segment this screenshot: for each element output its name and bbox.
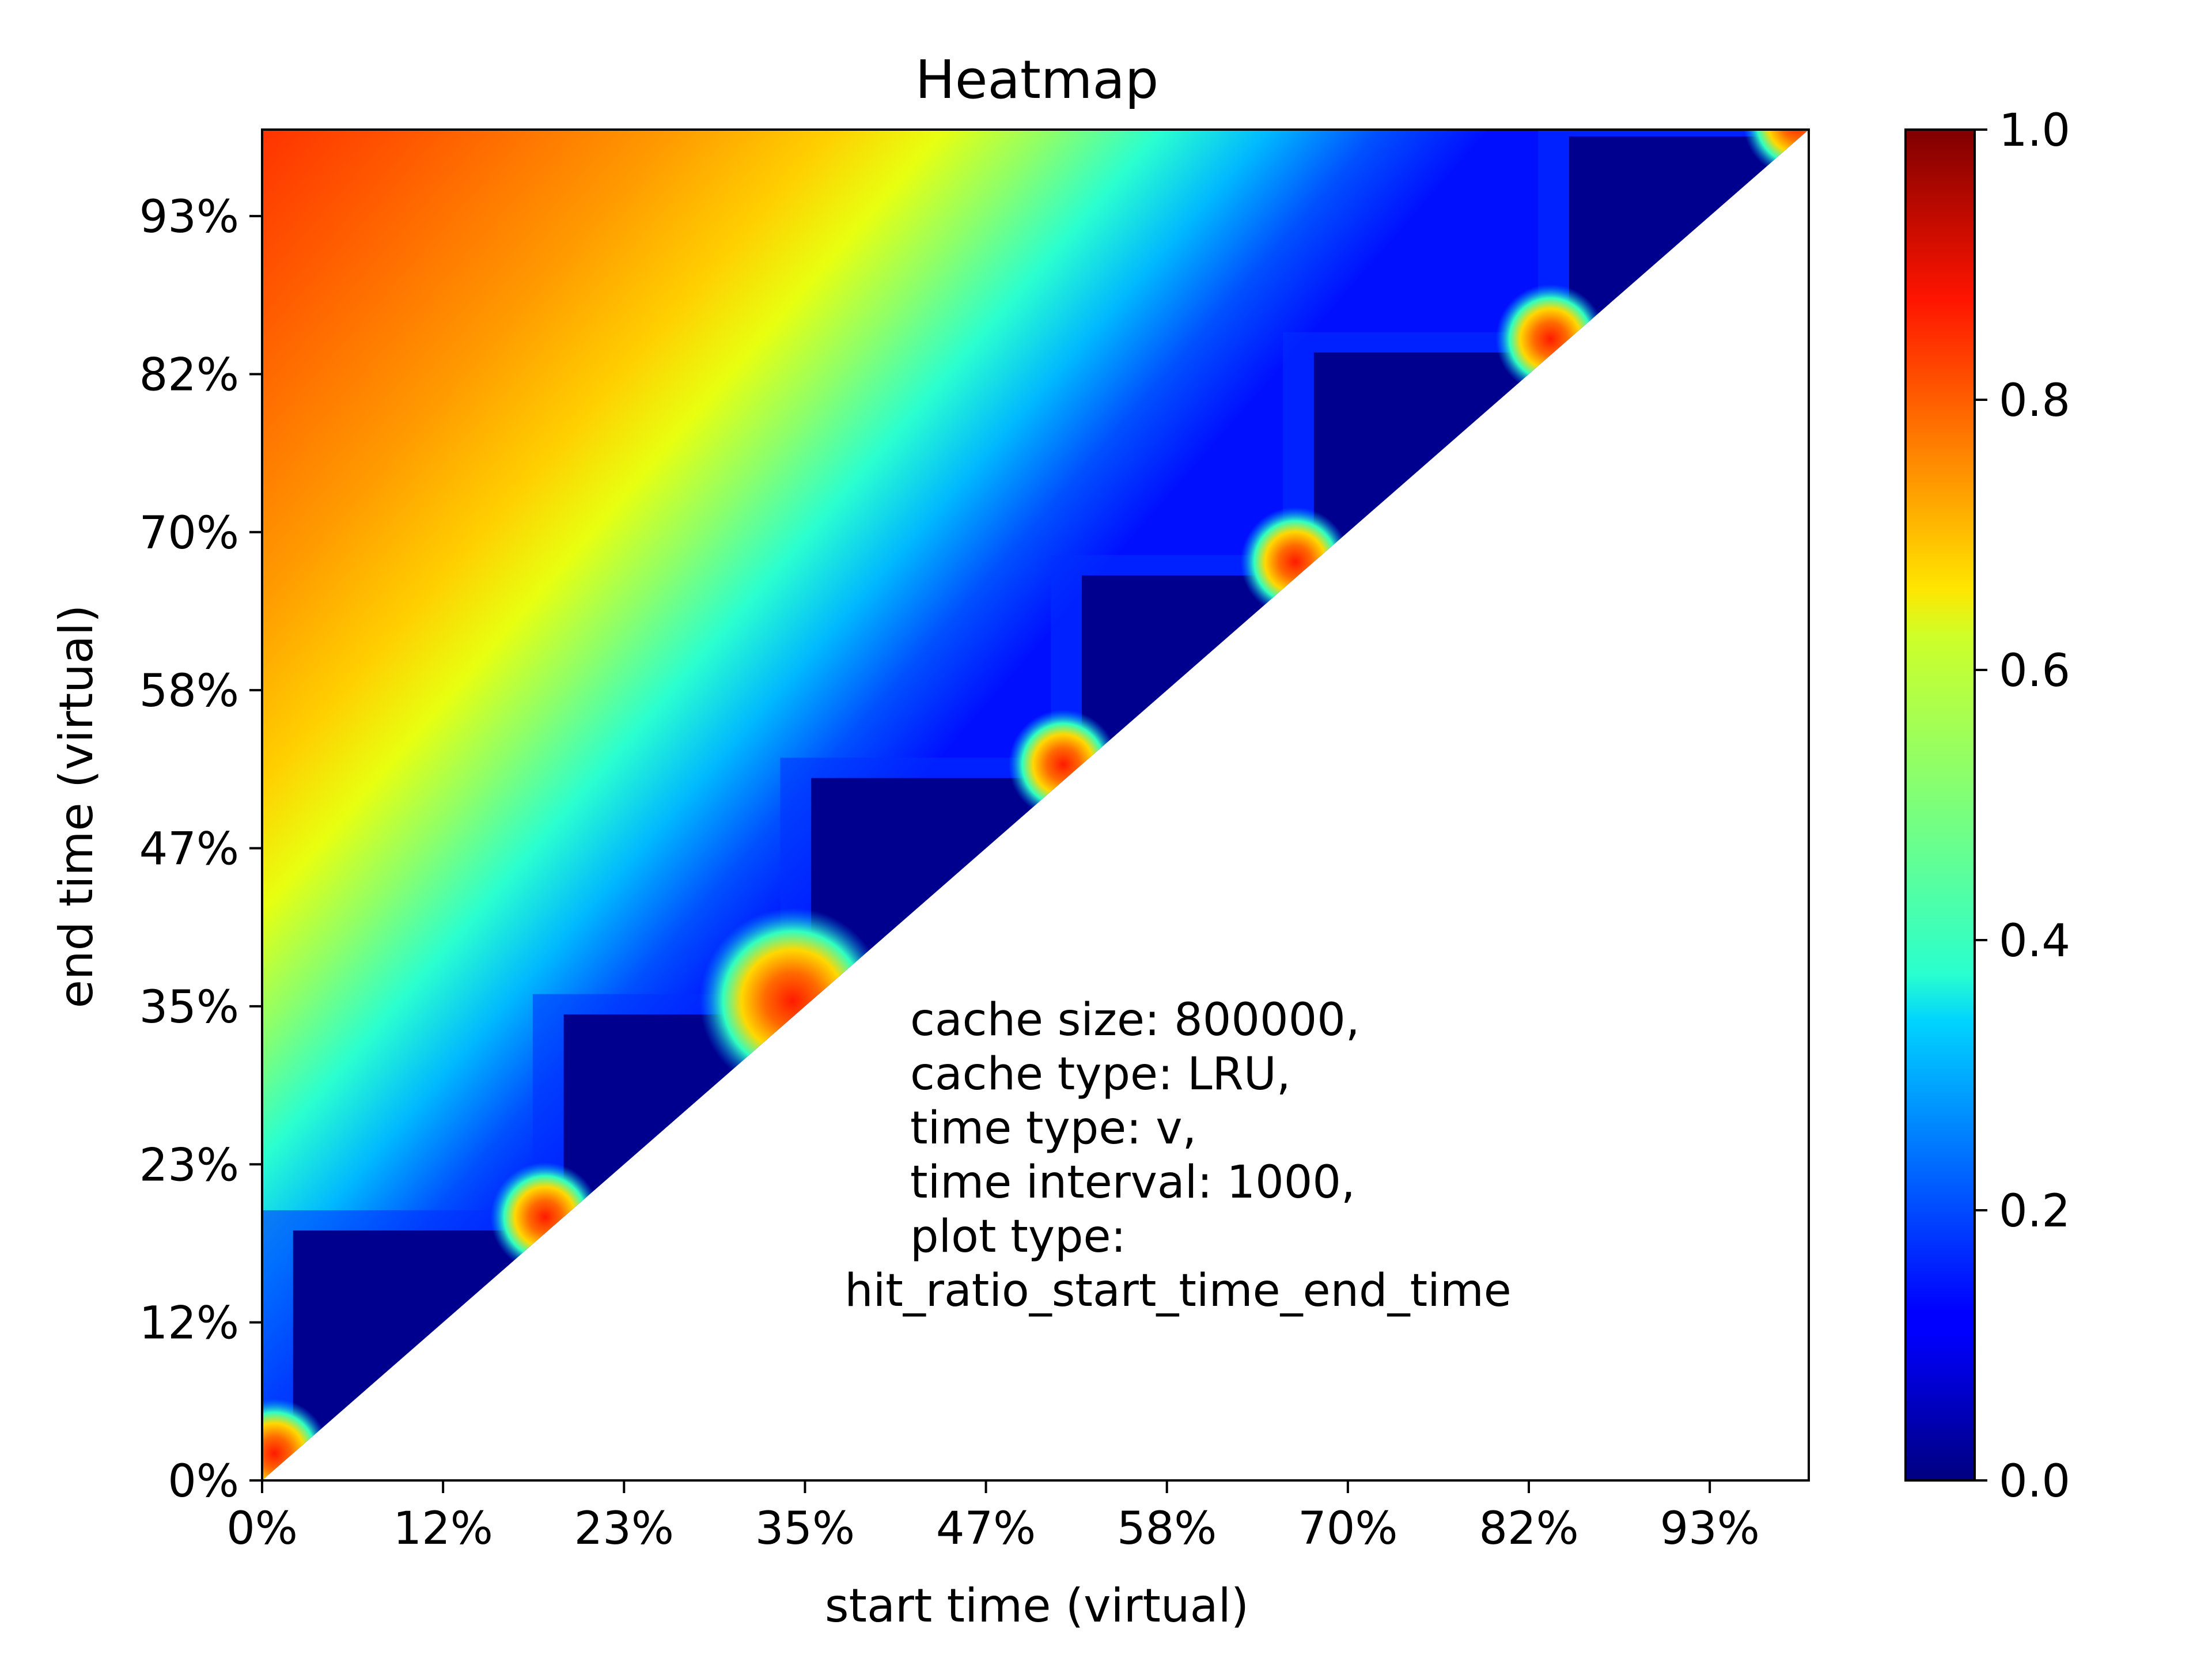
colorbar-tick-label: 0.6 [1999, 645, 2070, 697]
y-tick-label: 70% [139, 507, 239, 559]
low-band [811, 778, 1067, 1001]
annotation-line: hit_ratio_start_time_end_time [844, 1265, 1512, 1317]
colorbar-tick-label: 1.0 [1999, 105, 2070, 157]
annotation-line: cache type: LRU, [910, 1048, 1291, 1100]
low-hit-ratio-bands [262, 130, 1801, 1454]
x-tick-label: 82% [1479, 1503, 1578, 1555]
annotation-line: time type: v, [910, 1103, 1196, 1154]
x-tick-label: 12% [393, 1503, 493, 1555]
x-axis-label: start time (virtual) [825, 1579, 1249, 1633]
y-tick-label: 82% [139, 349, 239, 401]
plot-annotation: cache size: 800000,cache type: LRU,time … [844, 994, 1512, 1317]
chart-title: Heatmap [915, 49, 1159, 111]
low-band [1082, 575, 1298, 765]
hotspot [1743, 130, 1809, 178]
y-tick-label: 47% [139, 824, 239, 876]
low-band [293, 1230, 548, 1454]
y-tick-label: 58% [139, 665, 239, 717]
colorbar-gradient [1904, 128, 1976, 1482]
x-axis: 0% 12% 23% 35% 47% 58% 70% 82% 93% [226, 1480, 1760, 1555]
x-tick-label: 35% [755, 1503, 855, 1555]
hotspot [1240, 507, 1350, 617]
y-tick-label: 93% [139, 191, 239, 243]
low-band [1313, 352, 1554, 562]
low-band [1569, 136, 1801, 339]
annotation-line: cache size: 800000, [910, 994, 1360, 1046]
x-tick-label: 58% [1117, 1503, 1217, 1555]
y-axis-label: end time (virtual) [50, 605, 103, 1009]
x-tick-label: 0% [226, 1503, 298, 1555]
colorbar: 0.0 0.2 0.4 0.6 0.8 1.0 [1904, 105, 2070, 1508]
y-tick-label: 23% [139, 1139, 239, 1191]
y-tick-label: 35% [139, 982, 239, 1033]
x-tick-label: 70% [1298, 1503, 1397, 1555]
colorbar-tick-label: 0.2 [1999, 1185, 2070, 1237]
hotspot [1495, 284, 1605, 394]
annotation-line: time interval: 1000, [910, 1157, 1355, 1209]
colorbar-tick-label: 0.8 [1999, 375, 2070, 427]
plot-frame [261, 128, 1810, 1482]
colorbar-tick-label: 0.4 [1999, 915, 2070, 967]
y-tick-label: 0% [168, 1456, 239, 1508]
y-tick-label: 12% [139, 1298, 239, 1350]
hotspot [1008, 710, 1118, 820]
x-tick-label: 23% [574, 1503, 674, 1555]
annotation-line: plot type: [910, 1211, 1126, 1263]
hotspot [262, 1399, 329, 1480]
x-tick-label: 47% [936, 1503, 1036, 1555]
y-axis: 0% 12% 23% 35% 47% 58% 70% 82% 93% [139, 191, 262, 1508]
hotspot [699, 908, 886, 1094]
colorbar-ticks: 0.0 0.2 0.4 0.6 0.8 1.0 [1975, 105, 2070, 1508]
hotspot [490, 1162, 600, 1272]
colorbar-tick-label: 0.0 [1999, 1456, 2070, 1508]
x-tick-label: 93% [1660, 1503, 1759, 1555]
